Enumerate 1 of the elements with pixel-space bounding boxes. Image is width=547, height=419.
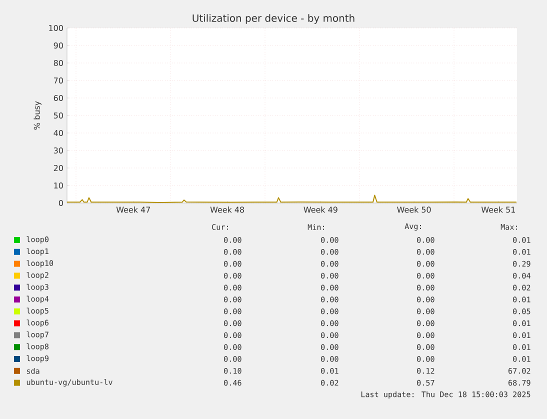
chart-title: Utilization per device - by month <box>192 14 354 24</box>
